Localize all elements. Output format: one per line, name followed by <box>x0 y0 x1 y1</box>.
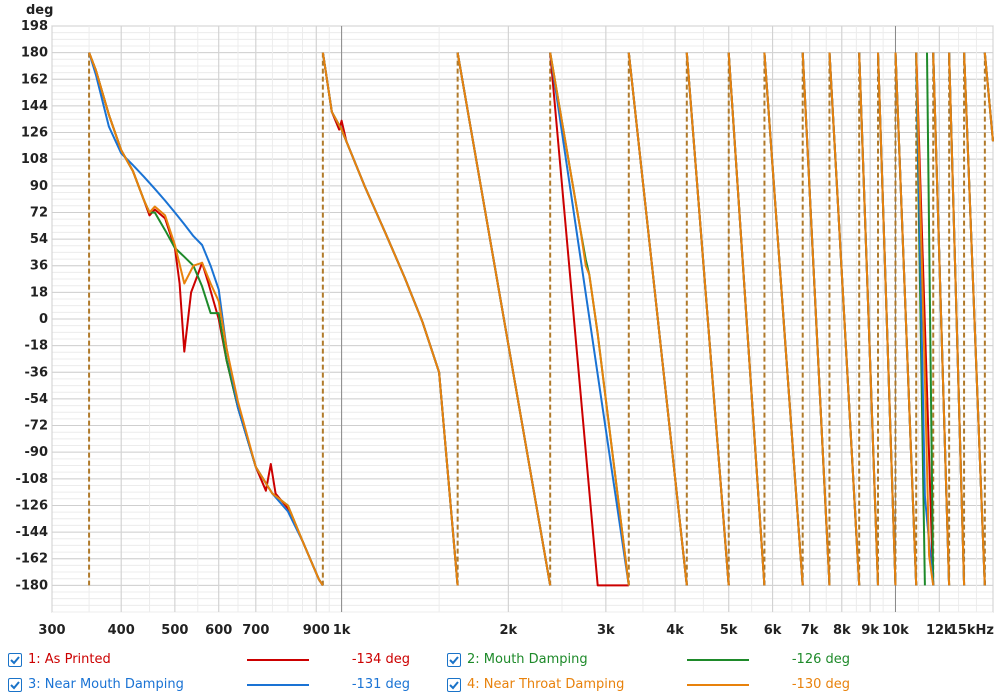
x-tick-label: 500 <box>161 623 188 638</box>
series-4-line <box>858 52 879 586</box>
x-tick-label: 15kHz <box>949 623 994 638</box>
legend-item-2[interactable]: 2: Mouth Damping <box>447 652 588 667</box>
y-tick-label: 108 <box>21 152 48 167</box>
x-tick-label: 6k <box>764 623 782 638</box>
x-tick-label: 12k <box>926 623 953 638</box>
y-tick-label: 0 <box>39 312 48 327</box>
legend-value: -131 deg <box>351 677 410 692</box>
x-tick-label: 5k <box>720 623 738 638</box>
x-tick-labels: 300 400 500 600 700 900 1k 2k 3k 4k 5k 6k 7k 8k 9k 10k 1… <box>38 623 994 638</box>
checkbox-icon[interactable] <box>8 677 22 692</box>
y-tick-label: 162 <box>21 72 48 87</box>
x-tick-label: 7k <box>801 623 819 638</box>
series-4-line <box>983 52 994 142</box>
chart-grid <box>51 25 994 613</box>
checkbox-icon[interactable] <box>8 652 22 667</box>
y-tick-label: -162 <box>15 552 48 567</box>
series-1-line <box>549 52 629 587</box>
x-tick-label: 300 <box>38 623 65 638</box>
y-tick-label: 36 <box>30 259 48 274</box>
series-3-line <box>915 52 935 586</box>
legend-item-4[interactable]: 4: Near Throat Damping <box>447 677 624 692</box>
x-tick-label: 400 <box>108 623 135 638</box>
legend-label: 1: As Printed <box>28 652 111 667</box>
legend-item-3[interactable]: 3: Near Mouth Damping <box>8 677 184 692</box>
x-tick-label: 700 <box>242 623 269 638</box>
series-4-line <box>763 52 804 586</box>
series-4-line <box>932 52 951 586</box>
legend-value: -130 deg <box>791 677 850 692</box>
y-tick-label: -108 <box>15 472 48 487</box>
y-tick-label: 144 <box>21 99 48 114</box>
legend-value: -126 deg <box>791 652 850 667</box>
y-tick-label: 72 <box>30 205 48 220</box>
legend-value: -134 deg <box>351 652 410 667</box>
y-tick-label: -144 <box>15 525 48 540</box>
legend-swatch <box>687 659 749 661</box>
checkbox-icon[interactable] <box>447 677 461 692</box>
series-4-line <box>456 52 552 586</box>
series-4-line <box>801 52 831 586</box>
series-4-line <box>727 52 766 586</box>
x-tick-label: 10k <box>882 623 909 638</box>
legend-label: 3: Near Mouth Damping <box>28 677 184 692</box>
x-tick-label: 9k <box>861 623 879 638</box>
y-tick-label: 180 <box>21 46 48 61</box>
y-tick-label: -36 <box>25 365 49 380</box>
series-4-line <box>915 52 935 586</box>
series-4-line <box>963 52 986 586</box>
y-tick-label: -72 <box>25 419 49 434</box>
y-tick-label: 126 <box>21 126 48 141</box>
series-4-line <box>828 52 861 586</box>
legend-swatch <box>687 684 749 686</box>
y-axis-unit: deg <box>26 3 53 18</box>
checkbox-icon[interactable] <box>447 652 461 667</box>
series-2-line <box>926 52 935 586</box>
x-tick-label: 2k <box>499 623 517 638</box>
y-tick-label: -90 <box>25 445 49 460</box>
x-tick-label: 3k <box>597 623 615 638</box>
x-tick-label: 900 <box>303 623 330 638</box>
series-4-line <box>685 52 730 586</box>
legend-label: 4: Near Throat Damping <box>467 677 625 692</box>
y-tick-label: -54 <box>25 392 49 407</box>
x-tick-label: 4k <box>666 623 684 638</box>
y-tick-label: 54 <box>30 232 48 247</box>
y-tick-label: -18 <box>25 339 49 354</box>
plot-area <box>88 52 994 587</box>
y-tick-label: -180 <box>15 578 48 593</box>
legend-label: 2: Mouth Damping <box>467 652 588 667</box>
y-tick-label: -126 <box>15 498 48 513</box>
legend-item-1[interactable]: 1: As Printed <box>8 652 111 667</box>
y-tick-label: 90 <box>30 179 48 194</box>
phase-chart: 19818016214412610890725436180-18-36-54-7… <box>15 3 994 638</box>
legend-swatch <box>247 684 309 686</box>
series-3-line <box>549 52 630 586</box>
series-4-line <box>877 52 897 586</box>
y-tick-label: 198 <box>21 19 48 34</box>
x-tick-label: 8k <box>833 623 851 638</box>
legend: 1: As Printed -134 deg 2: Mouth Damping … <box>0 646 1000 698</box>
series-4-line <box>948 52 966 586</box>
series-4-line <box>321 52 459 586</box>
series-4-line <box>627 52 688 586</box>
series-4-line <box>88 52 324 586</box>
series-4-line <box>894 52 918 586</box>
series-4-line <box>549 52 630 586</box>
legend-swatch <box>247 659 309 661</box>
y-tick-labels: 19818016214412610890725436180-18-36-54-7… <box>15 19 48 593</box>
x-tick-label: 600 <box>205 623 232 638</box>
x-tick-label: 1k <box>333 623 351 638</box>
y-tick-label: 18 <box>30 285 48 300</box>
